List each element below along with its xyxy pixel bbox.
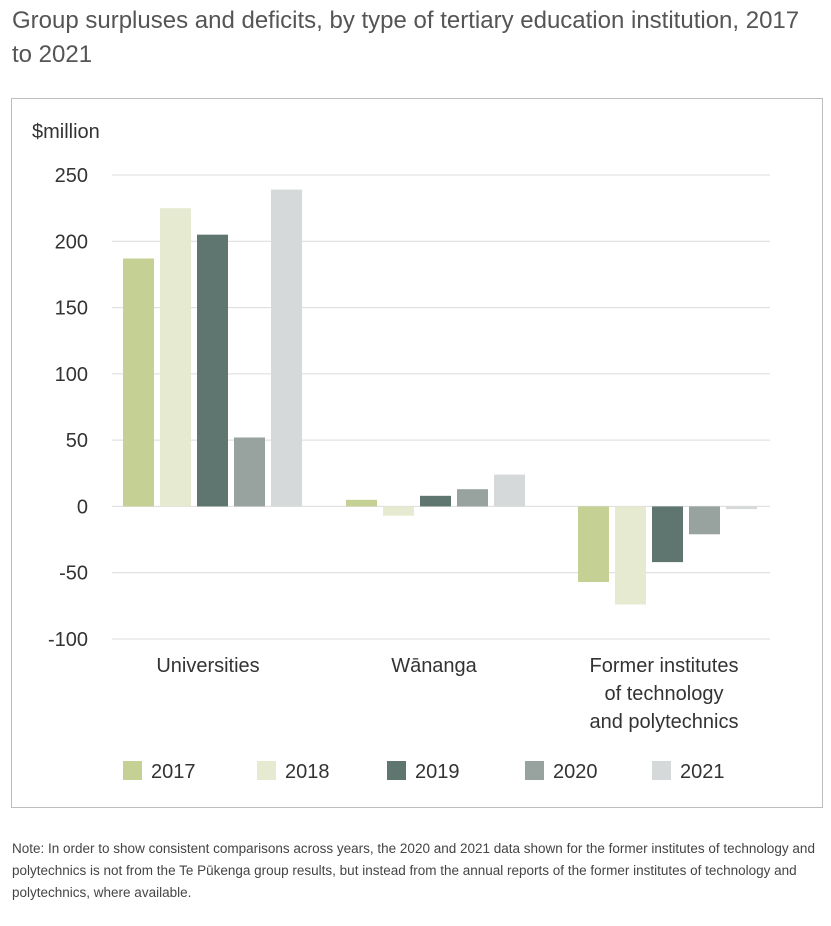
bar	[197, 234, 228, 507]
y-tick-label: 50	[66, 430, 88, 452]
y-tick-label: 150	[55, 298, 88, 320]
y-tick-label: 250	[55, 165, 88, 187]
bar	[578, 506, 609, 582]
bar	[346, 499, 377, 507]
y-tick-label: 200	[55, 231, 88, 253]
x-category-label: Universities	[156, 655, 259, 677]
bar	[457, 489, 488, 507]
legend-swatch	[387, 761, 406, 780]
bar	[271, 189, 302, 507]
bar	[383, 506, 414, 516]
legend-swatch	[652, 761, 671, 780]
legend-swatch	[257, 761, 276, 780]
bar	[615, 506, 646, 605]
bar	[652, 506, 683, 563]
y-tick-label: 100	[55, 364, 88, 386]
legend-swatch	[123, 761, 142, 780]
chart-frame: 250 200 150 100 50 0 -50 -100 $million Universiti…	[11, 98, 823, 808]
legend-label: 2018	[285, 761, 330, 783]
y-tick-label: -50	[59, 563, 88, 585]
bar	[689, 506, 720, 535]
chart-title: Group surpluses and deficits, by type of…	[12, 7, 800, 68]
legend-label: 2021	[680, 761, 725, 783]
y-axis-label: $million	[32, 121, 100, 143]
legend-label: 2020	[553, 761, 598, 783]
bar	[420, 495, 451, 507]
chart-note: Note: In order to show consistent compar…	[12, 841, 815, 900]
x-category-label: Former institutes of technology and polyte…	[590, 655, 739, 733]
y-tick-label: 0	[77, 496, 88, 518]
bar	[160, 208, 191, 507]
bar	[234, 437, 265, 507]
x-category-label: Wānanga	[391, 655, 477, 677]
bar	[726, 506, 757, 510]
legend-label: 2017	[151, 761, 196, 783]
bar	[494, 474, 525, 507]
y-tick-label: -100	[48, 629, 88, 651]
legend-label: 2019	[415, 761, 460, 783]
legend-swatch	[525, 761, 544, 780]
bar	[123, 258, 154, 507]
bar-chart: 250 200 150 100 50 0 -50 -100 $million Universiti…	[32, 121, 770, 783]
